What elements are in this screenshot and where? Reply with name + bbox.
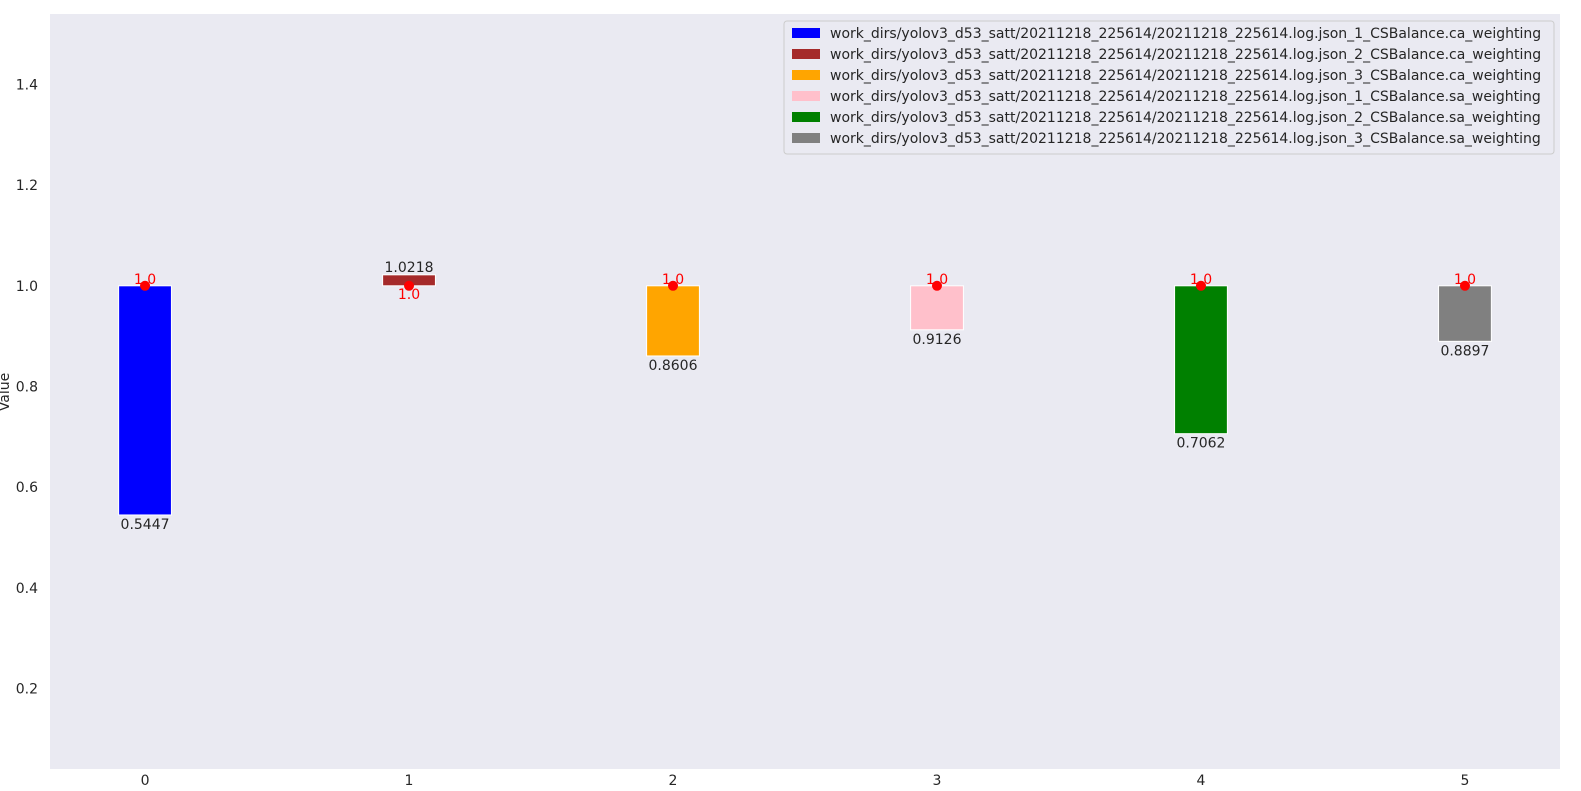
reference-label: 1.0 [398, 287, 420, 303]
reference-point [1459, 280, 1470, 291]
x-tick-label: 0 [141, 773, 150, 789]
y-axis-ticks: 0.2 0.4 0.6 0.8 1.0 1.2 1.4 [16, 77, 38, 697]
reference-points [140, 280, 1470, 291]
legend: work_dirs/yolov3_d53_satt/20211218_22561… [783, 20, 1555, 155]
bar-value-labels: 1.0 0.5447 1.0 1.0218 1.0 0.8606 1.0 0.9126 1.0 0… [121, 260, 1490, 533]
bar-value-label: 0.8897 [1440, 343, 1489, 359]
legend-entry: work_dirs/yolov3_d53_satt/20211218_22561… [830, 89, 1541, 105]
reference-label: 1.0 [926, 272, 948, 288]
bar-value-label: 0.9126 [912, 332, 961, 348]
reference-label: 1.0 [1190, 272, 1212, 288]
reference-point [668, 280, 679, 291]
x-tick-label: 1 [405, 773, 414, 789]
reference-point [404, 280, 415, 291]
reference-label: 1.0 [134, 272, 156, 288]
legend-entry: work_dirs/yolov3_d53_satt/20211218_22561… [830, 131, 1541, 147]
bar [1438, 285, 1492, 342]
y-tick-label: 1.2 [16, 178, 38, 194]
legend-swatch [792, 112, 820, 122]
y-tick-label: 1.4 [16, 77, 38, 93]
reference-point [1195, 280, 1206, 291]
legend-items: work_dirs/yolov3_d53_satt/20211218_22561… [792, 26, 1541, 147]
legend-swatch [792, 49, 820, 59]
bar-value-label: 0.8606 [649, 358, 698, 374]
legend-box [783, 20, 1555, 155]
x-tick-label: 2 [669, 773, 678, 789]
x-tick-label: 3 [933, 773, 942, 789]
y-tick-label: 1.0 [16, 279, 38, 295]
x-tick-label: 5 [1461, 773, 1470, 789]
y-tick-label: 0.4 [16, 581, 38, 597]
bar-value-label: 1.0218 [385, 260, 434, 276]
reference-point [931, 280, 942, 291]
legend-swatch [792, 133, 820, 143]
bar [1174, 285, 1228, 435]
bar [118, 285, 172, 516]
bar-value-label: 0.7062 [1176, 436, 1225, 452]
x-axis-ticks: 0 1 2 3 4 5 [141, 773, 1470, 789]
reference-label: 1.0 [662, 272, 684, 288]
legend-entry: work_dirs/yolov3_d53_satt/20211218_22561… [830, 68, 1541, 84]
y-tick-label: 0.2 [16, 681, 38, 697]
bar-value-label: 0.5447 [121, 517, 170, 533]
reference-label: 1.0 [1454, 272, 1476, 288]
x-tick-label: 4 [1197, 773, 1206, 789]
bar [910, 285, 964, 331]
y-tick-label: 0.8 [16, 379, 38, 395]
legend-swatch [792, 91, 820, 101]
legend-swatch [792, 70, 820, 80]
legend-entry: work_dirs/yolov3_d53_satt/20211218_22561… [830, 26, 1541, 42]
reference-point [140, 280, 151, 291]
legend-entry: work_dirs/yolov3_d53_satt/20211218_22561… [830, 110, 1541, 126]
bars [118, 274, 1492, 516]
y-tick-label: 0.6 [16, 480, 38, 496]
bar [646, 285, 700, 357]
y-axis-label: Value [0, 373, 13, 411]
legend-entry: work_dirs/yolov3_d53_satt/20211218_22561… [830, 47, 1541, 63]
legend-swatch [792, 28, 820, 38]
